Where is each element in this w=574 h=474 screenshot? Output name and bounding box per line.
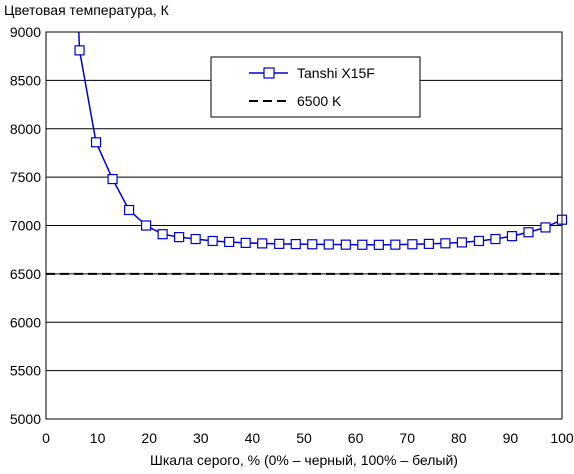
legend: Tanshi X15F 6500 K: [210, 56, 421, 118]
data-point-9: [224, 236, 235, 248]
data-point-7: [190, 233, 201, 245]
x-tick-labels: 0 10 20 30 40 50 60 70 80 90 100: [42, 430, 574, 446]
data-point-17: [357, 239, 368, 250]
data-point-20: [407, 239, 418, 250]
plot-area-border: [45, 31, 563, 420]
data-point-16: [340, 239, 351, 250]
data-point-19: [390, 239, 401, 250]
data-point-23: [456, 237, 467, 248]
x-tick-80: 80: [451, 430, 467, 446]
y-tick-9000: 9000: [10, 24, 41, 40]
x-tick-0: 0: [42, 430, 50, 446]
data-point-0: [74, 45, 85, 56]
data-point-8: [207, 235, 218, 247]
y-tick-8500: 8500: [10, 72, 41, 88]
y-tick-5000: 5000: [10, 411, 41, 427]
x-tick-100: 100: [550, 430, 574, 446]
data-point-22: [440, 238, 451, 249]
data-point-10: [240, 237, 251, 249]
y-tick-labels: 5000 5500 6000 6500 7000 7500 8000 8500 9000: [10, 24, 41, 427]
x-tick-30: 30: [193, 430, 209, 446]
legend-label-tanshi-x15f: Tanshi X15F: [297, 65, 375, 81]
data-point-1: [90, 137, 102, 148]
x-tick-50: 50: [296, 430, 312, 446]
data-point-14: [307, 239, 318, 250]
y-axis-label: Цветовая температура, К: [4, 2, 170, 18]
y-tick-7500: 7500: [10, 169, 41, 185]
data-point-21: [423, 238, 434, 249]
data-point-18: [373, 239, 384, 250]
data-point-4: [141, 220, 152, 231]
y-tick-8000: 8000: [10, 121, 41, 137]
data-point-11: [257, 238, 268, 249]
x-tick-10: 10: [90, 430, 106, 446]
y-tick-6500: 6500: [10, 266, 41, 282]
data-point-6: [174, 232, 185, 243]
data-point-13: [290, 238, 301, 250]
y-tick-6000: 6000: [10, 314, 41, 330]
x-tick-20: 20: [141, 430, 157, 446]
series-markers: [74, 45, 568, 250]
legend-box: [210, 56, 421, 118]
data-point-24: [473, 235, 485, 247]
data-point-28: [540, 222, 551, 233]
series-line-tanshi-x15f: [78, 32, 562, 246]
data-point-27: [523, 227, 534, 238]
data-point-12: [274, 238, 285, 249]
x-tick-70: 70: [399, 430, 415, 446]
data-point-25: [490, 233, 501, 245]
legend-marker-tanshi-x15f: [263, 67, 275, 79]
x-tick-60: 60: [348, 430, 364, 446]
data-point-3: [123, 204, 135, 216]
y-tick-7000: 7000: [10, 218, 41, 234]
series-polyline: [78, 32, 562, 246]
data-point-15: [323, 239, 334, 250]
data-point-5: [157, 229, 168, 240]
x-tick-40: 40: [245, 430, 261, 446]
x-axis-label: Шкала серого, % (0% – черный, 100% – бел…: [150, 452, 458, 468]
x-tick-90: 90: [503, 430, 519, 446]
data-point-2: [107, 173, 118, 185]
data-point-26: [506, 231, 518, 242]
y-tick-5500: 5500: [10, 363, 41, 379]
legend-label-6500k: 6500 K: [297, 93, 342, 109]
